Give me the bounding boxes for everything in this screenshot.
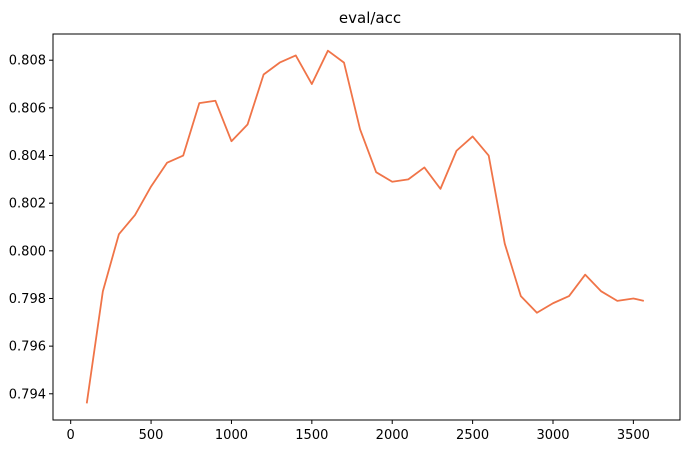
chart-title: eval/acc: [339, 9, 401, 27]
y-axis: 0.794 0.796 0.798 0.800 0.802 0.804 0.806 0.808: [9, 54, 53, 402]
x-tick-label: 3000: [536, 428, 569, 443]
x-tick-label: 1000: [215, 428, 248, 443]
x-tick-label: 500: [139, 428, 164, 443]
x-tick-label: 3500: [617, 428, 650, 443]
plot-frame: [52, 33, 681, 421]
y-tick-label: 0.806: [9, 101, 46, 116]
plot-area: [85, 49, 645, 404]
x-tick-label: 2500: [456, 428, 489, 443]
series-line: [85, 49, 645, 404]
y-tick-label: 0.804: [9, 149, 46, 164]
y-tick-label: 0.808: [9, 54, 46, 69]
x-axis: 0 500 1000 1500 2000 2500 3000 3500: [67, 420, 650, 443]
x-tick-label: 2000: [376, 428, 409, 443]
y-tick-label: 0.796: [9, 340, 46, 355]
y-tick-label: 0.794: [9, 387, 46, 402]
x-tick-label: 1500: [295, 428, 328, 443]
y-tick-label: 0.802: [9, 197, 46, 212]
x-tick-label: 0: [67, 428, 75, 443]
y-tick-label: 0.798: [9, 292, 46, 307]
y-tick-label: 0.800: [9, 244, 46, 259]
